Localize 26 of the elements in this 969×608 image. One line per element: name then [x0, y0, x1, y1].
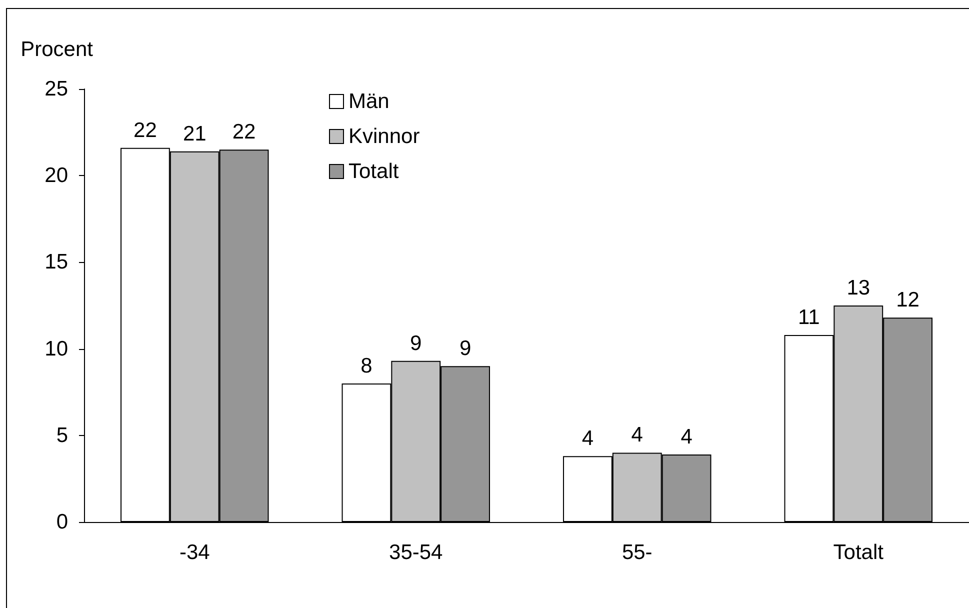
- legend-label: Män: [348, 90, 390, 113]
- x-tick-label: 55-: [622, 541, 652, 564]
- data-label: 22: [232, 120, 256, 144]
- y-tick-label: 25: [44, 78, 68, 100]
- data-label: 13: [846, 276, 870, 300]
- legend-label: Kvinnor: [348, 125, 420, 148]
- data-label: 11: [798, 306, 820, 329]
- x-tick-label: -34: [179, 541, 210, 564]
- y-tick-label: 0: [56, 510, 68, 534]
- x-tick-label: 35-54: [389, 541, 444, 564]
- y-tick-label: 20: [44, 164, 68, 188]
- y-tick-label: 15: [44, 250, 68, 274]
- y-axis-title: Procent: [20, 38, 94, 61]
- data-label: 8: [360, 354, 372, 378]
- y-tick-label: 10: [44, 337, 68, 360]
- data-label: 4: [631, 424, 644, 447]
- data-label: 12: [896, 288, 920, 312]
- x-tick-label: Totalt: [833, 541, 884, 564]
- legend-label: Totalt: [348, 160, 399, 183]
- data-label: 4: [680, 425, 693, 448]
- y-tick-label: 5: [56, 424, 68, 447]
- data-label: 4: [582, 427, 594, 450]
- data-label: 21: [182, 122, 206, 146]
- data-label: 22: [134, 118, 157, 142]
- data-label: 9: [459, 337, 472, 360]
- data-label: 9: [410, 332, 422, 355]
